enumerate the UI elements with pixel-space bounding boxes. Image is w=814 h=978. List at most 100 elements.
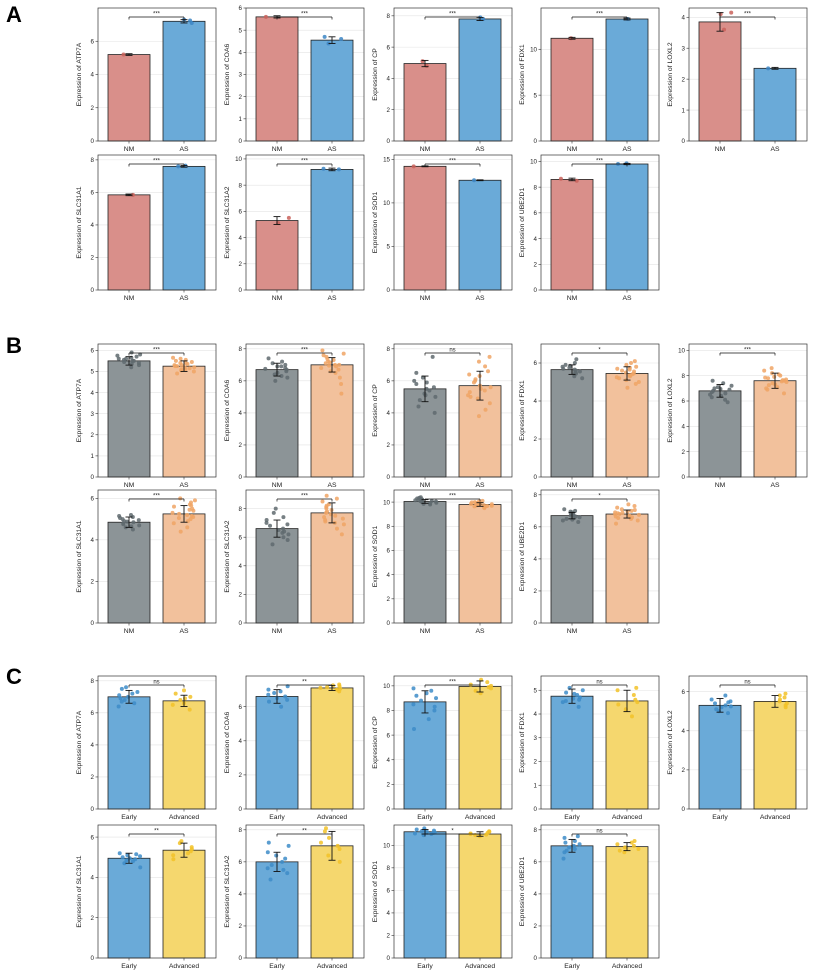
y-tick-label: 2: [387, 442, 391, 449]
significance-label: ***: [449, 12, 457, 18]
bar-as: [310, 512, 354, 624]
panel-label-a: A: [6, 2, 22, 27]
y-tick-label: 4: [534, 556, 538, 563]
data-point: [122, 698, 127, 703]
data-point: [119, 686, 124, 691]
significance-label: ***: [744, 12, 752, 18]
data-point: [562, 507, 567, 512]
bar-as: [753, 67, 797, 142]
data-point: [411, 702, 416, 707]
data-point: [192, 498, 197, 503]
chart-panel-b-8: 0 2 4 6 8 10 *** NM AS Expression of SOD1: [372, 489, 513, 635]
y-tick-label: 10: [235, 156, 242, 163]
data-point: [560, 700, 565, 705]
y-tick-label: 6: [239, 704, 243, 711]
data-point: [283, 366, 288, 371]
plot-frame: [540, 824, 660, 959]
data-point: [762, 368, 767, 373]
y-tick-label: 6: [682, 689, 686, 696]
data-point: [134, 354, 139, 359]
data-point: [333, 370, 338, 375]
y-tick-label: 4: [387, 410, 391, 417]
plot-frame: [540, 7, 660, 142]
y-tick-label: 0: [534, 806, 538, 813]
data-point: [178, 496, 183, 501]
data-point: [271, 510, 276, 515]
significance-label: ***: [744, 348, 752, 354]
bar-as: [753, 380, 797, 478]
data-point: [171, 521, 176, 526]
bar-as: [605, 163, 649, 291]
data-point: [636, 380, 641, 384]
data-point: [783, 691, 788, 696]
data-point: [119, 699, 124, 704]
data-point: [269, 863, 274, 868]
data-point: [622, 850, 627, 855]
data-point: [572, 691, 577, 696]
plot-frame: [97, 7, 217, 142]
data-point: [468, 682, 473, 687]
y-tick-label: 2: [682, 449, 686, 456]
data-point: [173, 358, 178, 363]
data-point: [137, 523, 142, 528]
data-point: [411, 164, 416, 169]
data-point: [171, 853, 176, 858]
data-point: [772, 374, 777, 379]
data-point: [273, 506, 278, 511]
bar-advanced: [162, 700, 206, 810]
data-point: [475, 396, 480, 401]
data-point: [636, 512, 641, 517]
y-tick-label: 3: [91, 411, 95, 418]
y-tick-label: 0: [387, 620, 391, 627]
data-point: [414, 827, 419, 832]
significance-label: **: [154, 829, 159, 835]
x-tick-label: Early: [712, 814, 728, 821]
x-tick-label: Advanced: [317, 814, 347, 821]
data-point: [324, 506, 329, 511]
data-point: [115, 353, 120, 358]
data-point: [264, 518, 269, 523]
data-point: [129, 365, 134, 370]
data-point: [280, 359, 285, 364]
data-point: [709, 697, 714, 702]
data-point: [571, 843, 576, 848]
data-point: [116, 356, 121, 361]
data-point: [264, 520, 269, 525]
x-tick-label: NM: [567, 482, 578, 489]
data-point: [188, 694, 193, 699]
data-point: [632, 508, 637, 513]
data-point: [434, 500, 439, 505]
data-point: [416, 497, 421, 502]
data-point: [419, 698, 424, 703]
chart-panel-c-9: 0 2 4 6 8 ns Early Advanced Expression of UBE2D1: [519, 824, 660, 970]
y-tick-label: 3: [682, 45, 686, 52]
data-point: [632, 839, 637, 844]
data-point: [127, 856, 132, 861]
data-point: [577, 695, 582, 700]
y-tick-label: 10: [383, 683, 390, 690]
x-tick-label: NM: [124, 628, 135, 635]
data-point: [414, 370, 419, 375]
data-point: [432, 830, 437, 835]
significance-label: ***: [449, 494, 457, 500]
data-point: [489, 683, 494, 688]
y-tick-label: 10: [383, 499, 390, 506]
data-point: [171, 857, 176, 862]
plot-frame: [245, 7, 365, 142]
data-point: [263, 14, 268, 19]
y-axis-label: Expression of UBE2D1: [519, 857, 526, 927]
x-tick-label: Early: [417, 814, 433, 821]
y-tick-label: 0: [239, 287, 243, 294]
data-point: [326, 853, 331, 858]
data-point: [417, 398, 422, 403]
data-point: [274, 853, 279, 858]
data-point: [187, 366, 192, 371]
data-point: [189, 359, 194, 364]
data-point: [339, 532, 344, 537]
y-tick-label: 8: [239, 346, 243, 353]
y-tick-label: 5: [239, 27, 243, 34]
x-tick-label: Advanced: [612, 814, 642, 821]
bar-as: [458, 385, 502, 478]
data-point: [572, 847, 577, 852]
